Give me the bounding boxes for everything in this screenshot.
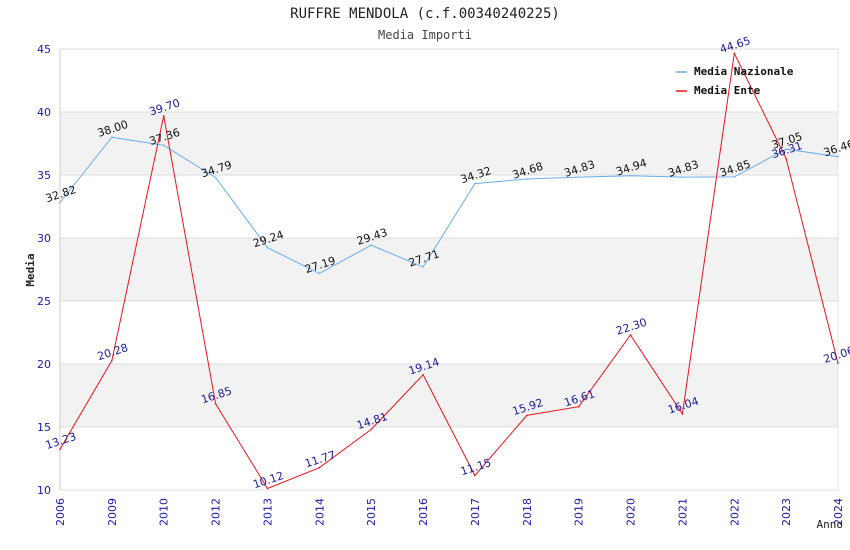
- x-tick-label: 2021: [676, 498, 689, 526]
- x-tick-label: 2019: [573, 498, 586, 526]
- chart-subtitle: Media Importi: [378, 28, 472, 42]
- y-tick-label: 30: [37, 232, 51, 245]
- y-tick-label: 40: [37, 106, 51, 119]
- data-point: [111, 136, 113, 138]
- data-point: [629, 174, 632, 177]
- data-point: [785, 157, 787, 160]
- data-point: [837, 155, 839, 158]
- data-label: 20.06: [822, 344, 850, 366]
- data-label: 22.30: [614, 316, 648, 338]
- background-band: [60, 238, 838, 301]
- x-tick-label: 2009: [106, 498, 119, 526]
- data-point: [785, 148, 787, 150]
- data-point: [162, 114, 165, 117]
- x-tick-label: 2022: [728, 498, 741, 526]
- y-tick-label: 20: [37, 358, 51, 371]
- data-point: [526, 178, 528, 180]
- data-point: [681, 176, 684, 178]
- data-point: [111, 359, 113, 362]
- data-point: [577, 176, 580, 178]
- legend-label-media-ente: Media Ente: [694, 84, 761, 97]
- x-tick-label: 2024: [832, 498, 845, 526]
- data-point: [318, 272, 321, 275]
- background-band: [60, 364, 838, 427]
- data-label: 44.65: [718, 34, 752, 56]
- data-point: [370, 244, 373, 246]
- x-tick-label: 2013: [261, 498, 274, 526]
- data-point: [733, 52, 736, 55]
- data-point: [629, 334, 632, 336]
- x-tick-label: 2014: [313, 498, 326, 526]
- data-point: [577, 405, 580, 408]
- background-band: [60, 112, 838, 175]
- gridlines: [59, 48, 839, 491]
- x-tick-label: 2015: [365, 498, 378, 526]
- background-bands: [60, 112, 838, 427]
- x-axis-label: Anno: [817, 518, 844, 531]
- data-point: [214, 402, 217, 405]
- data-point: [422, 374, 424, 376]
- data-point: [837, 362, 839, 365]
- x-tick-label: 2010: [158, 498, 171, 526]
- chart-title: RUFFRE MENDOLA (c.f.00340240225): [290, 6, 560, 22]
- data-point: [370, 428, 373, 431]
- y-tick-label: 10: [37, 484, 51, 497]
- x-tick-label: 2020: [625, 498, 638, 526]
- y-tick-label: 35: [37, 169, 51, 182]
- data-point: [474, 474, 476, 477]
- data-point: [59, 201, 61, 204]
- data-point: [526, 414, 528, 417]
- x-tick-label: 2012: [210, 498, 223, 526]
- data-label: 20.28: [96, 341, 130, 363]
- data-point: [59, 448, 61, 451]
- data-point: [681, 413, 684, 415]
- data-point: [733, 176, 736, 178]
- x-tick-label: 2023: [780, 498, 793, 526]
- data-point: [162, 144, 165, 147]
- x-axis-ticks: 2006 2009 2010 2012 2013 2014 2015 2016 2017 2018…: [54, 498, 845, 526]
- legend-label-media-nazionale: Media Nazionale: [694, 65, 794, 78]
- y-tick-label: 25: [37, 295, 51, 308]
- series-line-media-nazionale: [59, 136, 839, 274]
- y-axis-ticks: 10 15 20 25 30 35 40 45: [37, 43, 51, 497]
- data-point: [266, 487, 269, 490]
- series-lines: [59, 51, 839, 490]
- x-tick-label: 2006: [54, 498, 67, 526]
- data-point: [422, 266, 424, 268]
- x-tick-label: 2017: [469, 498, 482, 526]
- data-point: [318, 466, 321, 469]
- y-axis-label: Media: [24, 253, 37, 286]
- series-line-media-ente: [59, 51, 839, 490]
- y-tick-label: 15: [37, 421, 51, 434]
- data-point: [266, 246, 269, 249]
- legend: Media Nazionale Media Ente: [676, 65, 794, 97]
- data-point: [214, 176, 217, 179]
- y-tick-label: 45: [37, 43, 51, 56]
- x-tick-label: 2018: [521, 498, 534, 526]
- x-tick-label: 2016: [417, 498, 430, 526]
- data-point: [474, 182, 476, 185]
